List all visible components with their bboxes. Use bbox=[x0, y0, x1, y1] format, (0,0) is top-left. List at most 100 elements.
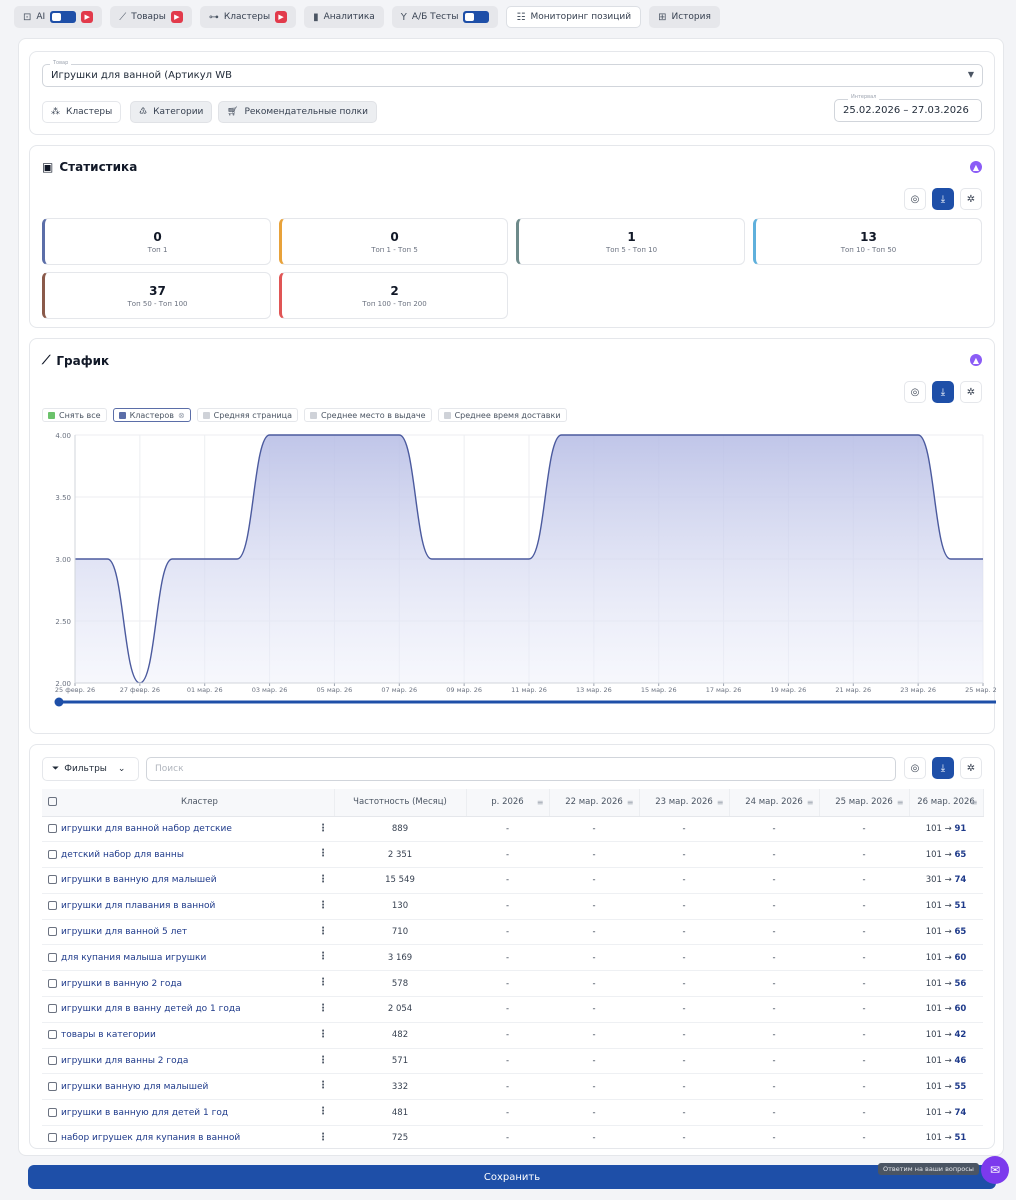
cluster-cell[interactable]: набор игрушек для купания в ванной ⋮ bbox=[42, 1125, 334, 1148]
legend-avg-position[interactable]: Среднее место в выдаче bbox=[304, 408, 432, 422]
table-row[interactable]: игрушки ванную для малышей ⋮ 332- - - - -101 →… bbox=[42, 1073, 983, 1101]
cluster-name[interactable]: детский набор для ванны bbox=[61, 849, 184, 860]
tab-ab-tests[interactable]: Y А/Б Тесты bbox=[391, 6, 499, 28]
gear-icon[interactable]: ✲ bbox=[960, 381, 982, 403]
cluster-name[interactable]: игрушки в ванную 2 года bbox=[61, 978, 183, 989]
legend-avg-page[interactable]: Средняя страница bbox=[196, 408, 299, 422]
more-vertical-icon[interactable]: ⋮ bbox=[318, 1054, 328, 1066]
chip-clusters[interactable]: ⁂ Кластеры bbox=[42, 101, 122, 123]
more-vertical-icon[interactable]: ⋮ bbox=[318, 848, 328, 860]
more-vertical-icon[interactable]: ⋮ bbox=[318, 822, 328, 834]
table-row[interactable]: игрушки для в ванну детей до 1 года ⋮ 2 05… bbox=[42, 996, 983, 1023]
table-row[interactable]: игрушки в ванную 2 года ⋮ 578- - - - -101 → 56 bbox=[42, 970, 983, 998]
settings-chip-icon[interactable]: ◎ bbox=[904, 757, 926, 779]
cluster-cell[interactable]: игрушки для в ванну детей до 1 года ⋮ bbox=[42, 996, 334, 1023]
cluster-cell[interactable]: игрушки в ванную 2 года ⋮ bbox=[42, 970, 334, 998]
row-checkbox[interactable] bbox=[48, 823, 57, 833]
range-handle-start[interactable] bbox=[54, 697, 64, 707]
cluster-cell[interactable]: игрушки для ванной набор детские ⋮ bbox=[42, 816, 334, 843]
cluster-cell[interactable]: игрушки для ванной 5 лет ⋮ bbox=[42, 919, 334, 946]
cluster-cell[interactable]: игрушки для ванны 2 года ⋮ bbox=[42, 1048, 334, 1075]
ab-toggle[interactable] bbox=[463, 11, 490, 23]
table-row[interactable]: детский набор для ванны ⋮ 2 351- - - - -101 → … bbox=[42, 841, 983, 869]
cluster-cell[interactable]: игрушки в ванную для детей 1 год ⋮ bbox=[42, 1099, 334, 1127]
row-checkbox[interactable] bbox=[48, 875, 57, 885]
tab-ai[interactable]: ⊡ AI ▶ bbox=[14, 6, 103, 28]
search-input[interactable] bbox=[146, 757, 896, 781]
cluster-cell[interactable]: игрушки для плавания в ванной ⋮ bbox=[42, 893, 334, 920]
more-vertical-icon[interactable]: ⋮ bbox=[318, 899, 328, 911]
more-vertical-icon[interactable]: ⋮ bbox=[318, 925, 328, 937]
chip-recommend-shelves[interactable]: 🛒︎ Рекомендательные полки bbox=[218, 101, 377, 123]
table-row[interactable]: игрушки для ванной 5 лет ⋮ 710- - - - -101 → 6… bbox=[42, 919, 983, 946]
video-icon[interactable]: ▶ bbox=[275, 11, 288, 23]
col-date[interactable]: 26 мар. 2026 ≡ bbox=[909, 789, 984, 817]
table-row[interactable]: игрушки для ванной набор детские ⋮ 889- - - -… bbox=[42, 816, 983, 843]
col-date[interactable]: 23 мар. 2026 ≡ bbox=[639, 789, 730, 817]
more-vertical-icon[interactable]: ⋮ bbox=[318, 1003, 328, 1015]
tab-analytics[interactable]: ▮ Аналитика bbox=[304, 6, 384, 28]
more-vertical-icon[interactable]: ⋮ bbox=[318, 1080, 328, 1092]
chevron-down-icon[interactable]: ▼ bbox=[967, 70, 974, 79]
menu-icon[interactable]: ≡ bbox=[536, 798, 544, 807]
menu-icon[interactable]: ≡ bbox=[970, 798, 978, 807]
close-icon[interactable]: ⊗ bbox=[177, 410, 185, 420]
product-select[interactable]: Игрушки для ванной (Артикул WB ▼ bbox=[42, 64, 983, 87]
video-icon[interactable]: ▶ bbox=[81, 11, 94, 23]
filters-button[interactable]: ⏷ Фильтры ⌄ bbox=[42, 757, 139, 781]
cluster-cell[interactable]: товары в категории ⋮ bbox=[42, 1022, 334, 1049]
cluster-name[interactable]: игрушки в ванную для детей 1 год bbox=[61, 1107, 229, 1118]
col-date[interactable]: р. 2026 ≡ bbox=[466, 789, 550, 817]
table-row[interactable]: игрушки в ванную для детей 1 год ⋮ 481- - - -… bbox=[42, 1099, 983, 1127]
row-checkbox[interactable] bbox=[48, 952, 57, 962]
interval-input[interactable]: 25.02.2026 – 27.03.2026 bbox=[834, 99, 982, 122]
collapse-up-icon[interactable]: ▲ bbox=[970, 354, 982, 366]
menu-icon[interactable]: ≡ bbox=[896, 798, 904, 807]
row-checkbox[interactable] bbox=[48, 1004, 57, 1014]
more-vertical-icon[interactable]: ⋮ bbox=[318, 1106, 328, 1118]
cluster-name[interactable]: игрушки для в ванну детей до 1 года bbox=[61, 1004, 241, 1015]
table-row[interactable]: товары в категории ⋮ 482- - - - -101 → 42 bbox=[42, 1022, 983, 1049]
cluster-cell[interactable]: игрушки в ванную для малышей ⋮ bbox=[42, 867, 334, 894]
row-checkbox[interactable] bbox=[48, 1107, 57, 1117]
cluster-name[interactable]: игрушки для ванной 5 лет bbox=[61, 927, 188, 938]
gear-icon[interactable]: ✲ bbox=[960, 757, 982, 779]
menu-icon[interactable]: ≡ bbox=[806, 798, 814, 807]
settings-chip-icon[interactable]: ◎ bbox=[904, 381, 926, 403]
col-date[interactable]: 22 мар. 2026 ≡ bbox=[549, 789, 640, 817]
col-cluster[interactable]: Кластер bbox=[42, 789, 335, 817]
chat-icon[interactable]: ✉ bbox=[981, 1156, 1009, 1184]
select-all-checkbox[interactable] bbox=[48, 797, 57, 807]
cluster-cell[interactable]: игрушки ванную для малышей ⋮ bbox=[42, 1073, 334, 1101]
row-checkbox[interactable] bbox=[48, 927, 57, 937]
collapse-up-icon[interactable]: ▲ bbox=[970, 161, 982, 173]
more-vertical-icon[interactable]: ⋮ bbox=[318, 874, 328, 886]
cluster-cell[interactable]: детский набор для ванны ⋮ bbox=[42, 841, 334, 869]
row-checkbox[interactable] bbox=[48, 1030, 57, 1040]
table-row[interactable]: для купания малыша игрушки ⋮ 3 169- - - - -101… bbox=[42, 944, 983, 972]
more-vertical-icon[interactable]: ⋮ bbox=[318, 1028, 328, 1040]
download-icon[interactable]: ⤓ bbox=[932, 757, 954, 779]
col-frequency[interactable]: Частотность (Месяц) bbox=[334, 789, 467, 817]
tab-products[interactable]: ⟋ Товары ▶ bbox=[110, 6, 192, 28]
more-vertical-icon[interactable]: ⋮ bbox=[318, 1132, 328, 1144]
row-checkbox[interactable] bbox=[48, 978, 57, 988]
cluster-name[interactable]: игрушки ванную для малышей bbox=[61, 1081, 209, 1092]
table-row[interactable]: набор игрушек для купания в ванной ⋮ 725- -… bbox=[42, 1125, 983, 1148]
row-checkbox[interactable] bbox=[48, 1056, 57, 1066]
cluster-name[interactable]: игрушки в ванную для малышей bbox=[61, 875, 217, 886]
table-row[interactable]: игрушки для плавания в ванной ⋮ 130- - - - -10… bbox=[42, 893, 983, 920]
table-row[interactable]: игрушки для ванны 2 года ⋮ 571- - - - -101 → 4… bbox=[42, 1048, 983, 1075]
cluster-cell[interactable]: для купания малыша игрушки ⋮ bbox=[42, 944, 334, 972]
cluster-name[interactable]: товары в категории bbox=[61, 1030, 156, 1041]
row-checkbox[interactable] bbox=[48, 1081, 57, 1091]
tab-position-monitoring[interactable]: ☷ Мониторинг позиций bbox=[506, 6, 642, 28]
cluster-name[interactable]: игрушки для ванны 2 года bbox=[61, 1056, 189, 1067]
settings-chip-icon[interactable]: ◎ bbox=[904, 188, 926, 210]
cluster-name[interactable]: игрушки для плавания в ванной bbox=[61, 901, 216, 912]
row-checkbox[interactable] bbox=[48, 1133, 57, 1143]
ai-toggle[interactable] bbox=[50, 11, 77, 23]
download-icon[interactable]: ⤓ bbox=[932, 188, 954, 210]
legend-clusters[interactable]: Кластеров ⊗ bbox=[112, 408, 191, 422]
tab-clusters[interactable]: ⊶ Кластеры ▶ bbox=[199, 6, 297, 28]
